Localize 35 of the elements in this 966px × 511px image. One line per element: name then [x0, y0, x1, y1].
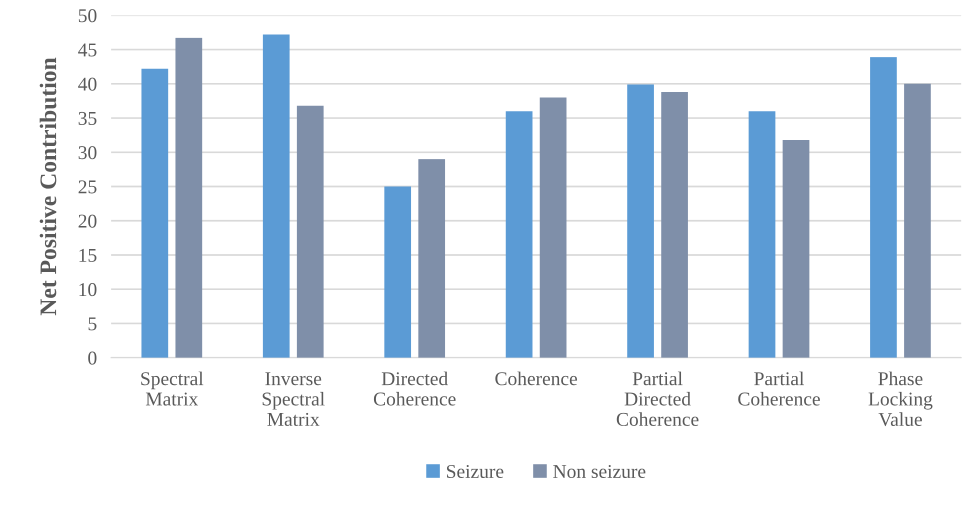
x-tick-label: Directed Coherence	[374, 372, 456, 406]
x-tick-label: Phase Locking Value	[868, 372, 932, 426]
x-tick-label: Partial Directed Coherence	[616, 372, 698, 426]
y-tick-label: 45	[78, 44, 96, 57]
y-tick-label: 40	[78, 78, 96, 91]
y-tick-label: 20	[78, 214, 96, 228]
bar	[384, 186, 412, 358]
y-axis-title: Net Positive Contribution	[40, 58, 56, 316]
x-tick-label: Partial Coherence	[738, 372, 820, 406]
x-tick-label: Coherence	[495, 372, 578, 386]
bar	[870, 57, 897, 358]
bar	[506, 111, 532, 358]
x-tick-label: Spectral Matrix	[141, 372, 204, 406]
bar	[418, 159, 446, 358]
bar	[661, 92, 688, 358]
legend-label: Non seizure	[553, 464, 646, 478]
bar	[540, 98, 566, 358]
bar	[141, 68, 168, 358]
bar	[262, 34, 290, 358]
y-tick-label: 30	[78, 146, 96, 160]
y-tick-label: 5	[88, 317, 96, 330]
y-tick-label: 25	[78, 180, 96, 194]
y-tick-label: 35	[78, 112, 96, 125]
bar	[296, 106, 324, 358]
y-tick-label: 0	[88, 352, 96, 365]
bar	[748, 111, 776, 358]
legend-label: Seizure	[446, 464, 504, 478]
bar	[782, 140, 810, 358]
y-tick-label: 15	[79, 248, 96, 262]
bar	[627, 84, 654, 358]
y-tick-label: 50	[78, 9, 96, 22]
bar	[904, 84, 931, 358]
y-tick-label: 10	[79, 283, 96, 296]
bar	[175, 38, 202, 358]
x-tick-label: Inverse Spectral Matrix	[262, 372, 325, 426]
